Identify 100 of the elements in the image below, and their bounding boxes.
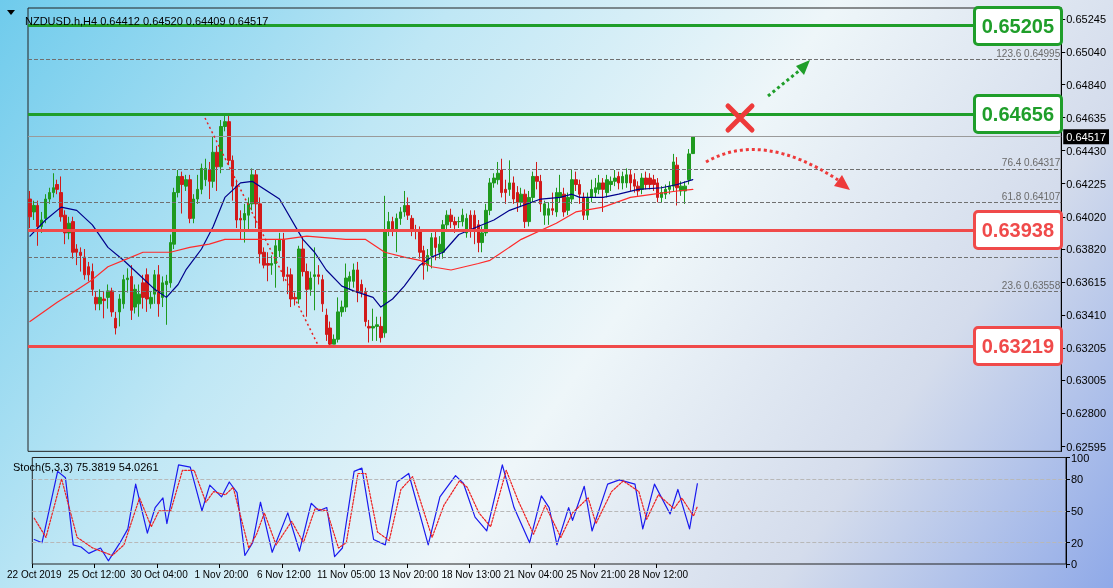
candlestick [188,174,192,224]
candlestick [289,267,293,308]
candlestick [83,248,86,281]
candlestick [668,180,671,195]
y-tick-label: 0 [1071,558,1078,570]
candlestick [336,296,340,344]
candlestick [102,290,106,319]
candlestick [379,316,383,344]
candlestick [672,153,675,192]
candlestick [211,135,215,189]
candlestick [321,274,324,313]
candlestick [496,161,500,186]
candlestick [36,200,39,247]
ref-line-label: 0.64656 [972,94,1063,135]
y-tick-label: 0.65245 [1066,13,1106,26]
candlestick [317,264,320,285]
candlestick [32,200,36,221]
x-tick-label: 25 Oct 12:00 [68,568,126,580]
candlestick [309,271,312,297]
candlestick [184,174,188,192]
candlestick [508,159,511,197]
candlestick [449,208,453,229]
candlestick [675,156,679,206]
candlestick [356,261,359,303]
candlestick [430,232,433,269]
ref-line-label: 0.63938 [972,209,1063,250]
x-tick-label: 25 Nov 21:00 [566,568,627,580]
candlestick [208,161,211,200]
candlestick [297,245,301,305]
ref-line-label: 23.6 0.63558 [1001,279,1061,291]
candlestick [543,200,546,226]
y-tick-label: 0.64020 [1066,210,1106,223]
candlestick [391,216,394,237]
candlestick [91,263,94,297]
candlestick [434,230,437,261]
x-tick-label: 22 Oct 2019 [6,568,62,580]
x-tick-label: 21 Nov 04:00 [503,568,564,580]
candlestick [344,263,348,313]
candlestick [130,264,133,321]
y-tick-label: 0.64225 [1066,177,1106,190]
candlestick [547,201,550,226]
x-tick-label: 18 Nov 13:00 [441,568,502,580]
y-tick-label: 0.63005 [1066,374,1106,387]
candlestick [157,264,160,318]
candlestick [605,174,609,198]
candlestick [523,188,527,229]
candlestick [98,288,102,311]
candlestick [106,283,110,310]
candlestick [597,174,601,195]
candlestick [519,187,523,208]
x-tick-label: 28 Nov 12:00 [628,568,689,580]
candlestick [145,267,149,313]
x-tick-label: 1 Nov 20:00 [194,568,249,580]
ref-line-label: 76.4 0.64317 [1001,157,1061,169]
y-tick-label: 0.63820 [1066,243,1106,256]
candlestick [644,171,648,190]
candlestick [601,177,605,213]
y-tick-label: 20 [1071,536,1084,549]
candlestick [313,246,316,311]
candlestick [625,167,628,189]
candlestick [133,283,137,314]
y-tick-label: 0.62595 [1066,440,1106,453]
candlestick [617,171,620,190]
candlestick [383,195,387,339]
line-series [29,179,694,308]
y-tick-label: 0.63410 [1066,309,1106,322]
text: NZDUSD.h,H4 0.64412 0.64520 0.64409 0.64517 [25,14,269,27]
ref-line-label: 0.65205 [972,5,1063,46]
y-tick-label: 0.64635 [1066,111,1106,124]
x-tick-label: 6 Nov 12:00 [256,568,312,580]
candlestick [660,185,663,203]
candlestick [648,172,652,190]
candlestick [594,177,597,198]
candlestick [137,283,141,318]
candlestick [590,179,593,203]
y-tick-label: 0.65040 [1066,46,1106,59]
x-tick-label: 30 Oct 04:00 [130,568,189,580]
candlestick [352,263,355,289]
candlestick [219,119,223,174]
y-tick-label: 50 [1071,504,1084,517]
x-tick-label: 13 Nov 20:00 [378,568,439,580]
ref-line-label: 123.6 0.64995 [996,48,1061,60]
ref-line-label: 61.8 0.64107 [1001,191,1061,203]
y-tick-label: 0.63205 [1066,342,1106,355]
candlestick [551,192,554,216]
y-tick-label: 0.63615 [1066,276,1106,289]
ref-line-label: 0.64517 [1066,130,1106,143]
candlestick [371,308,375,342]
candlestick [79,246,82,273]
ref-line-label: 0.63219 [972,325,1063,366]
candlestick [215,145,219,192]
y-tick-label: 80 [1071,472,1084,485]
candlestick [180,171,184,215]
candlestick [629,169,632,192]
candlestick [266,251,270,282]
x-tick-label: 11 Nov 05:00 [316,568,377,580]
candlestick [94,290,98,311]
y-tick-label: 0.62800 [1066,407,1106,420]
candlestick [640,172,644,195]
candlestick [613,169,617,187]
